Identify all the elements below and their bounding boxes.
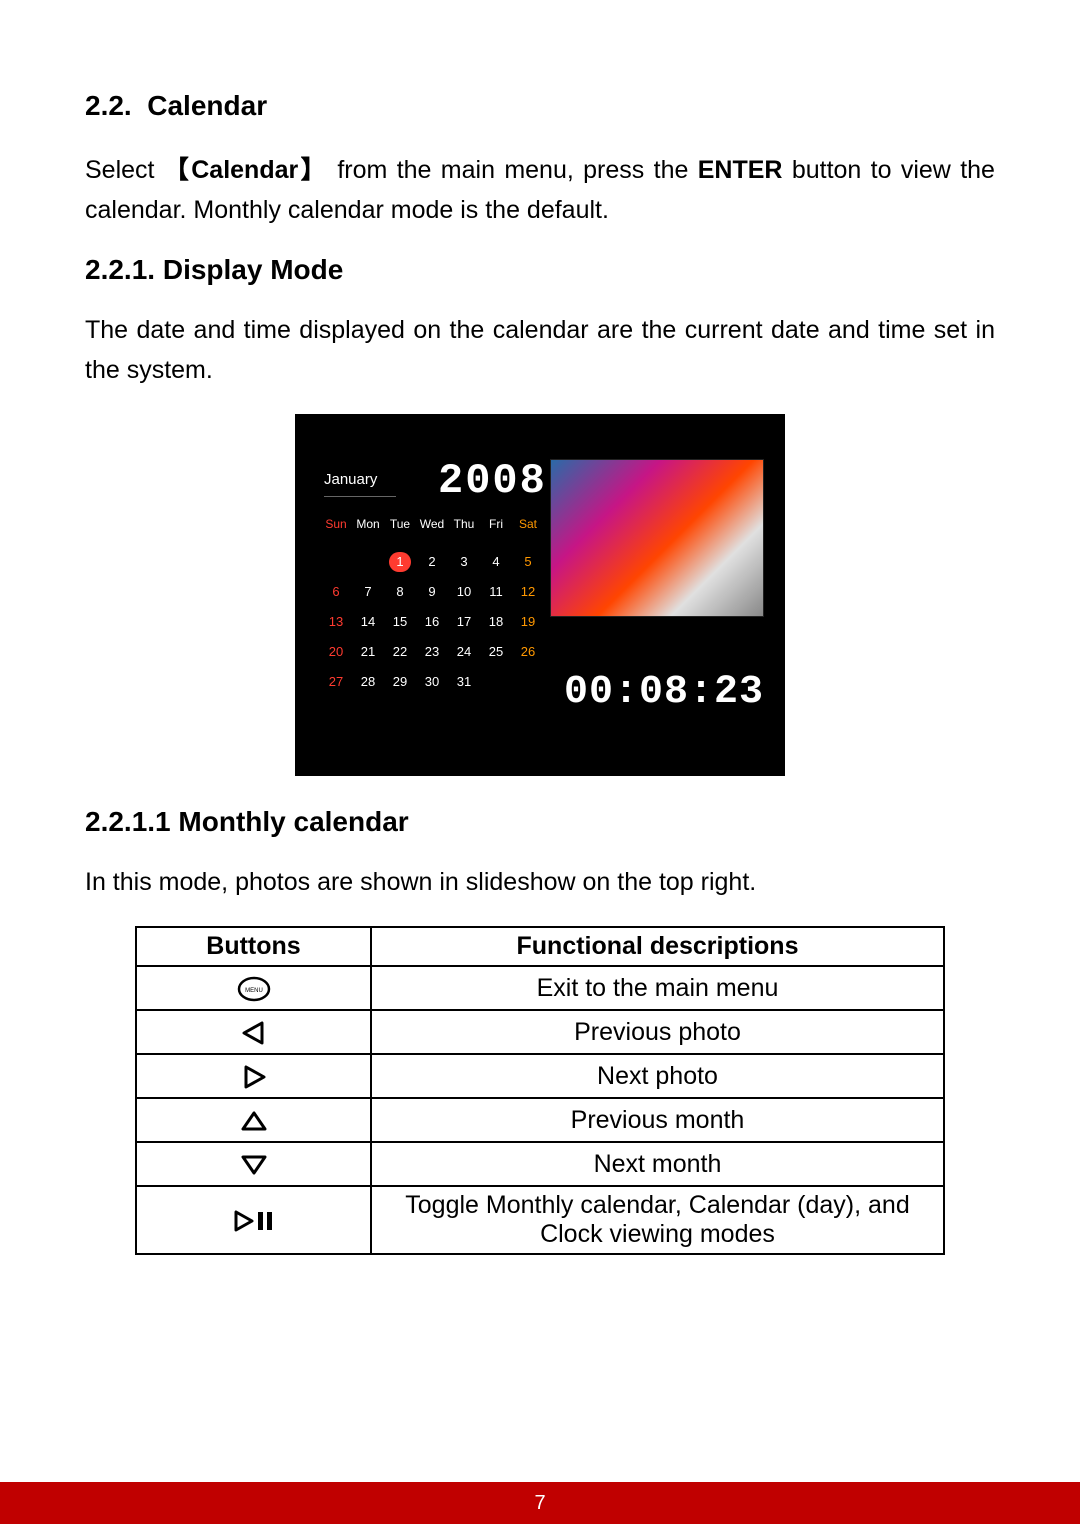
table-header-buttons: Buttons bbox=[136, 927, 371, 966]
table-row: Previous month bbox=[136, 1098, 944, 1142]
calendar-cell: 18 bbox=[480, 607, 512, 637]
device-slideshow-photo bbox=[550, 459, 764, 617]
table-row: Previous photo bbox=[136, 1010, 944, 1054]
calendar-cell: 23 bbox=[416, 637, 448, 667]
calendar-cell: 3 bbox=[448, 547, 480, 577]
device-month-label: January bbox=[324, 471, 377, 488]
device-calendar-grid: SunMonTueWedThuFriSat1234567891011121314… bbox=[320, 517, 544, 697]
calendar-cell: 27 bbox=[320, 667, 352, 697]
play-pause-icon bbox=[136, 1186, 371, 1254]
calendar-cell: 13 bbox=[320, 607, 352, 637]
device-year: 2008 bbox=[438, 457, 547, 505]
table-desc-cell: Previous photo bbox=[371, 1010, 944, 1054]
table-header-desc: Functional descriptions bbox=[371, 927, 944, 966]
calendar-day-header: Fri bbox=[480, 517, 512, 547]
down-icon bbox=[136, 1142, 371, 1186]
calendar-day-header: Wed bbox=[416, 517, 448, 547]
calendar-cell: 14 bbox=[352, 607, 384, 637]
calendar-cell: 11 bbox=[480, 577, 512, 607]
calendar-cell: 6 bbox=[320, 577, 352, 607]
calendar-cell: 31 bbox=[448, 667, 480, 697]
section-number: 2.2. bbox=[85, 90, 132, 121]
menu-icon: MENU bbox=[136, 966, 371, 1010]
calendar-cell: 20 bbox=[320, 637, 352, 667]
calendar-cell bbox=[512, 667, 544, 697]
calendar-cell: 4 bbox=[480, 547, 512, 577]
subsubsection-title: Monthly calendar bbox=[178, 806, 408, 837]
table-row: MENU Exit to the main menu bbox=[136, 966, 944, 1010]
section-title: Calendar bbox=[147, 90, 267, 121]
calendar-day-header: Mon bbox=[352, 517, 384, 547]
buttons-table: Buttons Functional descriptions MENU Exit… bbox=[135, 926, 945, 1255]
calendar-cell: 24 bbox=[448, 637, 480, 667]
calendar-cell: 1 bbox=[389, 552, 411, 572]
calendar-day-header: Thu bbox=[448, 517, 480, 547]
calendar-cell: 25 bbox=[480, 637, 512, 667]
table-desc-cell: Next month bbox=[371, 1142, 944, 1186]
subsection-title: Display Mode bbox=[163, 254, 343, 285]
calendar-cell: 5 bbox=[512, 547, 544, 577]
calendar-cell: 22 bbox=[384, 637, 416, 667]
calendar-device-screenshot: January 2008 SunMonTueWedThuFriSat123456… bbox=[295, 414, 785, 776]
calendar-day-header: Sat bbox=[512, 517, 544, 547]
section-heading: 2.2. Calendar bbox=[85, 90, 995, 122]
calendar-cell: 26 bbox=[512, 637, 544, 667]
monthly-cal-paragraph: In this mode, photos are shown in slides… bbox=[85, 862, 995, 902]
subsubsection-heading: 2.2.1.1 Monthly calendar bbox=[85, 806, 995, 838]
calendar-cell: 21 bbox=[352, 637, 384, 667]
calendar-cell: 10 bbox=[448, 577, 480, 607]
table-row: Toggle Monthly calendar, Calendar (day),… bbox=[136, 1186, 944, 1254]
calendar-cell: 17 bbox=[448, 607, 480, 637]
calendar-cell bbox=[320, 547, 352, 577]
intro-paragraph: Select 【Calendar】 from the main menu, pr… bbox=[85, 150, 995, 230]
calendar-cell: 30 bbox=[416, 667, 448, 697]
table-desc-cell: Next photo bbox=[371, 1054, 944, 1098]
calendar-cell: 9 bbox=[416, 577, 448, 607]
calendar-cell: 12 bbox=[512, 577, 544, 607]
table-desc-cell: Toggle Monthly calendar, Calendar (day),… bbox=[371, 1186, 944, 1254]
device-clock: 00:08:23 bbox=[564, 670, 764, 715]
subsection-number: 2.2.1. bbox=[85, 254, 155, 285]
calendar-cell: 15 bbox=[384, 607, 416, 637]
table-desc-cell: Exit to the main menu bbox=[371, 966, 944, 1010]
calendar-cell: 2 bbox=[416, 547, 448, 577]
calendar-cell bbox=[480, 667, 512, 697]
subsubsection-number: 2.2.1.1 bbox=[85, 806, 171, 837]
calendar-cell: 19 bbox=[512, 607, 544, 637]
table-row: Next month bbox=[136, 1142, 944, 1186]
calendar-cell: 16 bbox=[416, 607, 448, 637]
right-icon bbox=[136, 1054, 371, 1098]
svg-text:MENU: MENU bbox=[245, 988, 263, 994]
calendar-cell bbox=[352, 547, 384, 577]
page-number: 7 bbox=[534, 1492, 545, 1514]
display-mode-paragraph: The date and time displayed on the calen… bbox=[85, 310, 995, 390]
subsection-heading: 2.2.1. Display Mode bbox=[85, 254, 995, 286]
table-desc-cell: Previous month bbox=[371, 1098, 944, 1142]
calendar-cell: 8 bbox=[384, 577, 416, 607]
calendar-day-header: Sun bbox=[320, 517, 352, 547]
calendar-cell: 28 bbox=[352, 667, 384, 697]
calendar-cell: 7 bbox=[352, 577, 384, 607]
up-icon bbox=[136, 1098, 371, 1142]
table-row: Next photo bbox=[136, 1054, 944, 1098]
left-icon bbox=[136, 1010, 371, 1054]
calendar-day-header: Tue bbox=[384, 517, 416, 547]
page-footer: 7 bbox=[0, 1482, 1080, 1524]
calendar-cell: 29 bbox=[384, 667, 416, 697]
